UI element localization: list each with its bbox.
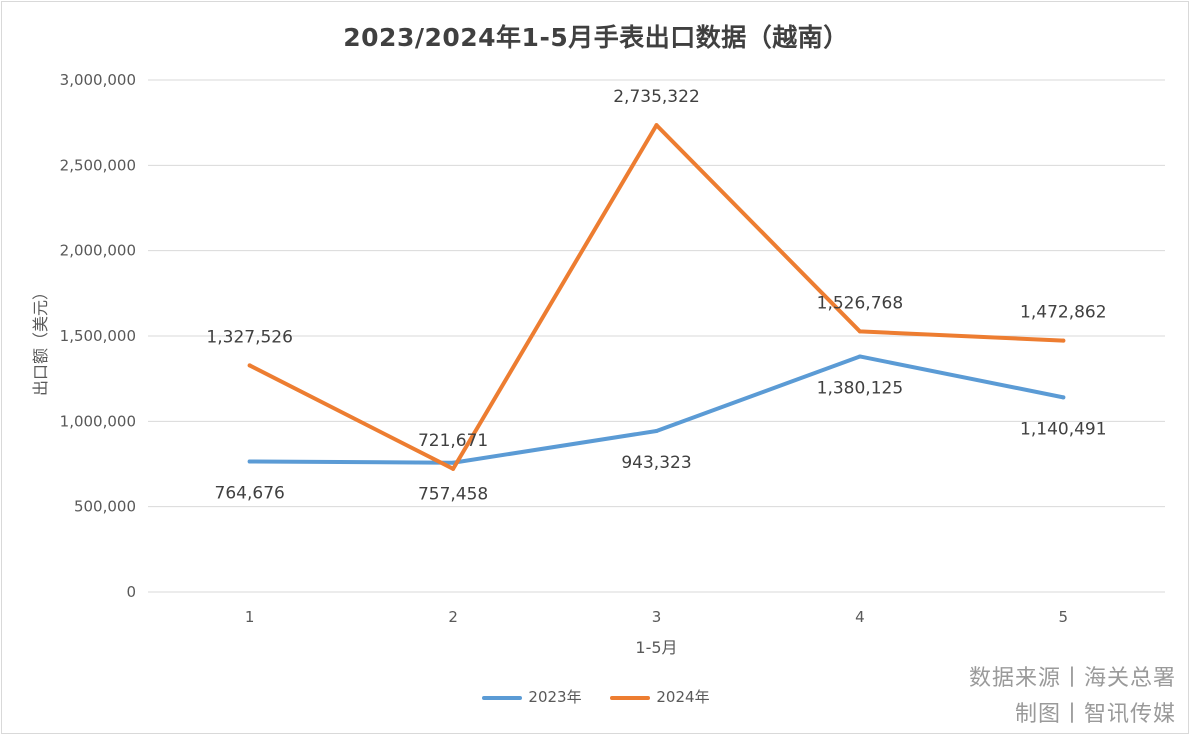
- x-axis-ticks: 1 2 3 4 5: [245, 608, 1068, 626]
- data-point: [1061, 395, 1066, 400]
- data-point: [247, 459, 252, 464]
- series-line-1: [247, 123, 1066, 471]
- y-tick-label: 0: [126, 583, 136, 601]
- legend-swatch-2024: [610, 695, 651, 700]
- legend: 2023年 2024年: [0, 686, 1192, 707]
- data-point: [654, 123, 659, 128]
- data-label: 1,327,526: [206, 327, 293, 347]
- legend-swatch-2023: [482, 695, 523, 700]
- data-point: [654, 429, 659, 434]
- series-line-0: [247, 354, 1066, 465]
- chart-title: 2023/2024年1-5月手表出口数据（越南）: [343, 23, 849, 52]
- watermark-author: 制图丨智讯传媒: [1014, 702, 1176, 727]
- data-labels: 764,676 757,458 943,323 1,380,125 1,140,491 1…: [206, 87, 1106, 505]
- y-tick-label: 2,500,000: [60, 156, 136, 174]
- data-label: 1,526,768: [817, 293, 904, 313]
- data-point: [857, 354, 862, 359]
- data-label: 943,323: [621, 453, 691, 473]
- x-tick-label: 2: [448, 608, 458, 626]
- data-label: 757,458: [418, 485, 488, 505]
- data-point: [857, 329, 862, 334]
- legend-label-2023: 2023年: [528, 688, 582, 706]
- y-axis-ticks: 0 500,000 1,000,000 1,500,000 2,000,000 2,500…: [60, 71, 136, 601]
- y-tick-label: 500,000: [74, 498, 136, 516]
- data-label: 1,140,491: [1020, 419, 1107, 439]
- x-axis-title: 1-5月: [635, 638, 677, 657]
- data-label: 2,735,322: [613, 87, 700, 107]
- legend-label-2024: 2024年: [656, 688, 710, 706]
- series-lines: [247, 123, 1066, 471]
- y-tick-label: 3,000,000: [60, 71, 136, 89]
- y-axis-title: 出口额（美元）: [31, 284, 50, 396]
- x-tick-label: 5: [1059, 608, 1069, 626]
- y-tick-label: 1,000,000: [60, 412, 136, 430]
- y-tick-label: 2,000,000: [60, 242, 136, 260]
- data-point: [451, 466, 456, 471]
- data-label: 1,380,125: [817, 378, 904, 398]
- watermark-source: 数据来源丨海关总署: [968, 666, 1176, 691]
- legend-item-2023[interactable]: 2023年: [482, 686, 582, 707]
- data-label: 764,676: [215, 483, 285, 503]
- data-label: 721,671: [418, 431, 488, 451]
- y-tick-label: 1,500,000: [60, 327, 136, 345]
- data-point: [1061, 338, 1066, 343]
- gridlines: [148, 79, 1165, 593]
- x-tick-label: 1: [245, 608, 255, 626]
- x-tick-label: 4: [855, 608, 865, 626]
- x-tick-label: 3: [652, 608, 662, 626]
- legend-item-2024[interactable]: 2024年: [610, 686, 710, 707]
- data-label: 1,472,862: [1020, 303, 1107, 323]
- data-point: [247, 363, 252, 368]
